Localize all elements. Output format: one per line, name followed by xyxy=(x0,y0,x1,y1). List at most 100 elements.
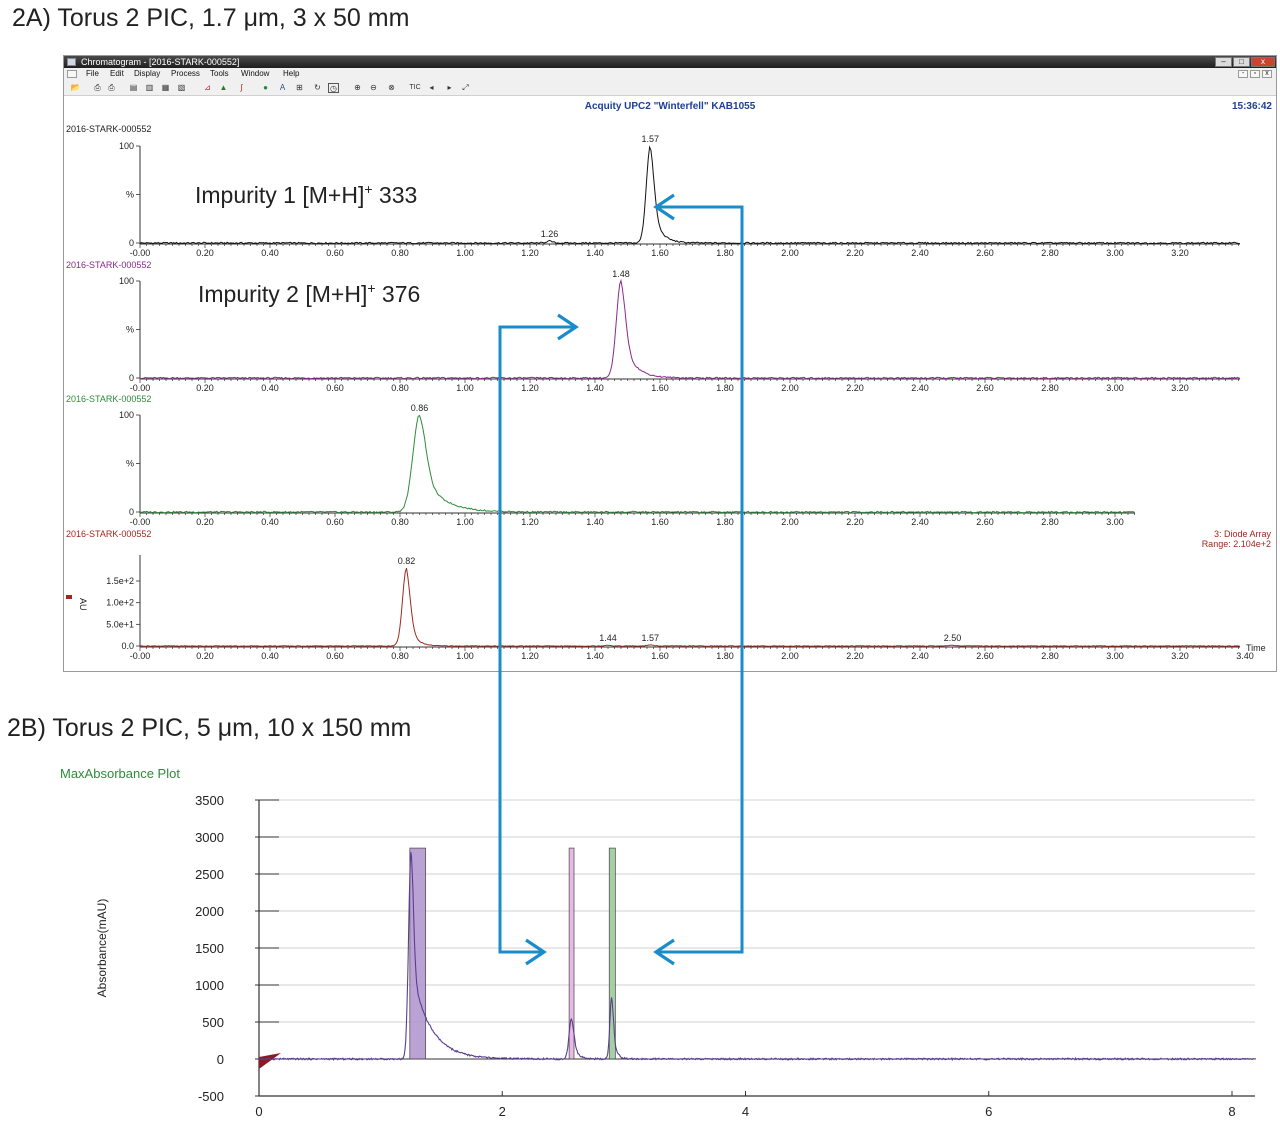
x-tick-label: 2.80 xyxy=(1041,248,1059,258)
close-button[interactable]: x xyxy=(1251,57,1275,67)
menu-process[interactable]: Process xyxy=(171,69,200,78)
y-tick-label: 3500 xyxy=(195,793,224,808)
copy-icon[interactable]: ▤ xyxy=(129,83,138,92)
peak-label: 1.57 xyxy=(641,134,659,144)
heading-2a: 2A) Torus 2 PIC, 1.7 μm, 3 x 50 mm xyxy=(12,4,410,32)
timer-icon[interactable]: ◷ xyxy=(328,83,339,93)
x-tick-label: 0.80 xyxy=(391,248,409,258)
layout-icon[interactable]: ⊞ xyxy=(296,83,303,92)
y-tick-label: 100 xyxy=(119,276,134,286)
instrument-name: Acquity UPC2 "Winterfell" KAB1055 xyxy=(585,101,756,112)
x-tick-label: 0.20 xyxy=(196,383,214,393)
x-tick-label: 0.60 xyxy=(326,517,344,527)
x-tick-label: 2.20 xyxy=(846,383,864,393)
menu-edit[interactable]: Edit xyxy=(110,69,124,78)
x-axis-label: Time xyxy=(1246,643,1266,653)
peak-label: 1.26 xyxy=(541,229,559,239)
trace-line xyxy=(139,414,1135,514)
menu-file[interactable]: File xyxy=(86,69,99,78)
y-tick-label: 2000 xyxy=(195,904,224,919)
range-label: Range: 2.104e+2 xyxy=(1202,539,1271,549)
x-tick-label: -0.00 xyxy=(130,651,151,661)
y-tick-label: 1.0e+2 xyxy=(106,598,134,608)
y-axis-label: Absorbance(mAU) xyxy=(95,899,109,998)
menu-window[interactable]: Window xyxy=(241,69,270,78)
doc-restore-button[interactable]: ▫ xyxy=(1250,70,1260,78)
y-tick-label: 1000 xyxy=(195,978,224,993)
peak-label: 2.50 xyxy=(944,633,962,643)
zoom-out-icon[interactable]: ⊖ xyxy=(370,83,377,92)
y-tick-label: 100 xyxy=(119,141,134,151)
peak-label: 1.44 xyxy=(599,633,617,643)
open-icon[interactable]: 📂 xyxy=(70,83,81,92)
x-tick-label: 8 xyxy=(1228,1104,1235,1119)
minimize-button[interactable]: – xyxy=(1215,57,1232,67)
paste-icon[interactable]: ▥ xyxy=(145,83,154,92)
x-tick-label: 1.00 xyxy=(456,651,474,661)
x-tick-label: 1.20 xyxy=(521,248,539,258)
maximize-button[interactable]: □ xyxy=(1233,57,1250,67)
menu-help[interactable]: Help xyxy=(283,69,300,78)
peak-label: 0.82 xyxy=(398,556,416,566)
x-tick-label: 2.00 xyxy=(781,651,799,661)
x-tick-label: 3.00 xyxy=(1106,651,1124,661)
x-tick-label: 2.60 xyxy=(976,383,994,393)
peaks-icon[interactable]: ▲ xyxy=(219,83,228,92)
trace-marker-icon xyxy=(66,595,72,599)
x-tick-label: 0.40 xyxy=(261,517,279,527)
menu-bar: File Edit Display Process Tools Window H… xyxy=(64,68,1276,80)
forward-icon[interactable]: ▸ xyxy=(447,83,452,92)
doc-close-button[interactable]: x xyxy=(1262,70,1272,78)
zoom-reset-icon[interactable]: ⊗ xyxy=(388,83,395,92)
x-tick-label: 2.40 xyxy=(911,248,929,258)
doc-minimize-button[interactable]: - xyxy=(1238,70,1248,78)
y-tick-label: 0.0 xyxy=(121,641,134,651)
text-icon[interactable]: A xyxy=(279,83,286,92)
trace-label: 2016-STARK-000552 xyxy=(66,529,151,539)
x-tick-label: 2.00 xyxy=(781,383,799,393)
menu-display[interactable]: Display xyxy=(134,69,161,78)
x-tick-label: 3.00 xyxy=(1106,517,1124,527)
chart-icon[interactable]: ⊿ xyxy=(204,83,211,92)
y-tick-label: 1.5e+2 xyxy=(106,576,134,586)
x-tick-label: 2.20 xyxy=(846,517,864,527)
y-tick-label: 500 xyxy=(202,1015,224,1030)
print-icon[interactable]: ⎙ xyxy=(94,83,101,92)
x-tick-label: 1.00 xyxy=(456,383,474,393)
y-tick-label: 0 xyxy=(217,1052,224,1067)
fraction-bar xyxy=(608,847,616,1060)
zoom-in-icon[interactable]: ⊕ xyxy=(354,83,361,92)
print-preview-icon[interactable]: ⎙ xyxy=(108,83,115,92)
x-tick-label: 3.40 xyxy=(1236,651,1254,661)
x-tick-label: 0.20 xyxy=(196,651,214,661)
trace-line xyxy=(258,852,1257,1062)
integrate-icon[interactable]: ∫ xyxy=(240,83,243,92)
peak-label: 1.57 xyxy=(641,633,659,643)
tic-icon[interactable]: TIC xyxy=(409,84,421,91)
green-circle-icon[interactable]: ● xyxy=(263,83,268,92)
copy-list-icon[interactable]: ▦ xyxy=(161,83,170,92)
x-tick-label: 0.80 xyxy=(391,651,409,661)
window-titlebar: Chromatogram - [2016-STARK-000552] – □ x xyxy=(64,56,1276,68)
back-icon[interactable]: ◂ xyxy=(429,83,434,92)
fit-icon[interactable]: ⤢ xyxy=(462,83,469,92)
y-tick-label: % xyxy=(126,459,134,469)
x-tick-label: 2.00 xyxy=(781,248,799,258)
peak-label: 0.86 xyxy=(411,403,429,413)
copy-list-2-icon[interactable]: ▧ xyxy=(177,83,186,92)
toolbar: 📂 ⎙ ⎙ ▤ ▥ ▦ ▧ ⊿ ▲ ∫ ● A ⊞ ↻ ◷ ⊕ ⊖ ⊗ TIC … xyxy=(64,80,1276,96)
max-absorbance-title: MaxAbsorbance Plot xyxy=(60,766,180,781)
x-tick-label: 0.80 xyxy=(391,383,409,393)
x-tick-label: 2.00 xyxy=(781,517,799,527)
y-tick-label: 3000 xyxy=(195,830,224,845)
y-tick-label: 0 xyxy=(129,373,134,383)
refresh-icon[interactable]: ↻ xyxy=(314,83,321,92)
window-title: Chromatogram - [2016-STARK-000552] xyxy=(81,57,240,67)
menu-tools[interactable]: Tools xyxy=(210,69,229,78)
acquisition-time: 15:36:42 xyxy=(1232,101,1272,112)
trace-label: 2016-STARK-000552 xyxy=(66,124,151,134)
x-tick-label: 2.20 xyxy=(846,651,864,661)
x-tick-label: -0.00 xyxy=(130,383,151,393)
y-tick-label: % xyxy=(126,190,134,200)
